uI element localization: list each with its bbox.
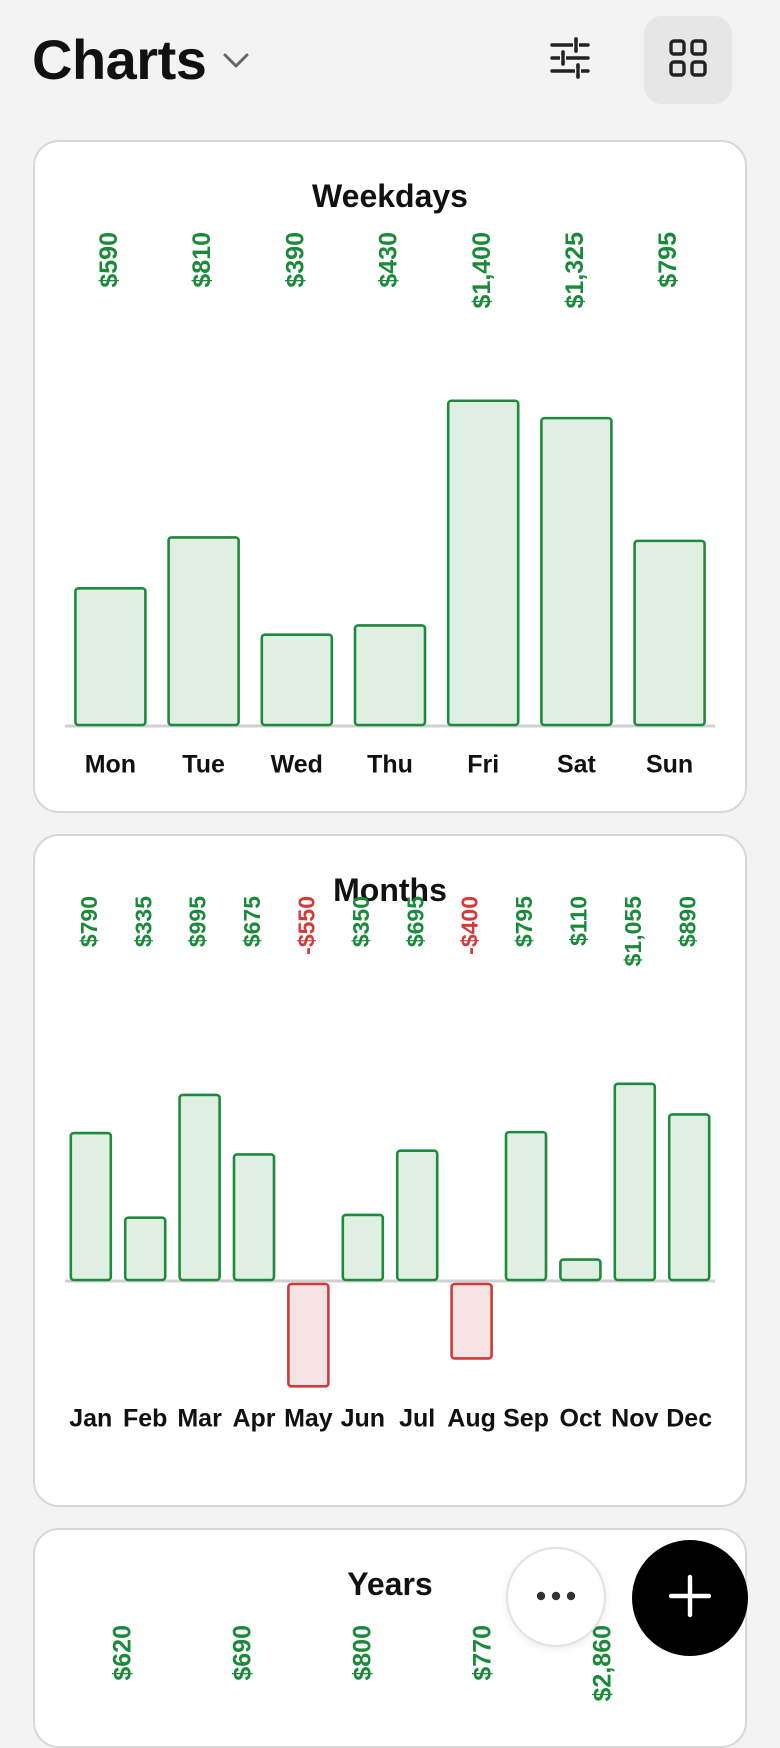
bar bbox=[633, 539, 706, 727]
bar bbox=[540, 416, 613, 727]
bar bbox=[123, 1216, 167, 1282]
filter-button[interactable] bbox=[526, 16, 614, 104]
grid-icon bbox=[668, 38, 708, 83]
category-label: May bbox=[284, 1405, 333, 1433]
category-label: Wed bbox=[271, 751, 323, 779]
category-label: Aug bbox=[447, 1405, 496, 1433]
bar bbox=[450, 1282, 493, 1360]
chart-set-selector[interactable]: Charts bbox=[32, 26, 250, 94]
years-bar-chart: $620 $690 $800 $770 $2,860 bbox=[109, 1625, 617, 1701]
data-label: $695 bbox=[402, 896, 428, 947]
data-label: $1,055 bbox=[620, 896, 646, 967]
more-horizontal-icon bbox=[536, 1588, 576, 1606]
category-label: Mon bbox=[85, 751, 136, 779]
category-label: Oct bbox=[560, 1405, 602, 1433]
data-label: $770 bbox=[469, 1625, 497, 1681]
bar bbox=[341, 1213, 385, 1282]
data-label: $690 bbox=[229, 1625, 257, 1681]
bar bbox=[74, 587, 147, 727]
data-label: $590 bbox=[95, 232, 123, 288]
bar bbox=[667, 1113, 711, 1282]
chart-title: Weekdays bbox=[312, 178, 468, 214]
weekdays-chart-card[interactable]: Weekdays $590 Mon $810 Tue $390 Wed $430 Thu $1,… bbox=[33, 140, 747, 813]
data-label: $675 bbox=[239, 896, 265, 947]
bar bbox=[395, 1149, 439, 1282]
data-label: $795 bbox=[511, 896, 537, 947]
bar bbox=[504, 1130, 548, 1282]
bar bbox=[167, 536, 240, 727]
bar bbox=[559, 1258, 602, 1282]
category-label: Tue bbox=[182, 751, 225, 779]
plus-icon bbox=[668, 1574, 712, 1623]
data-label: $1,400 bbox=[468, 232, 496, 308]
category-label: Feb bbox=[123, 1405, 167, 1433]
months-bar-chart: $790 Jan $335 Feb $995 Mar $675 Apr -$550 May $350… bbox=[65, 896, 715, 1433]
weekdays-bar-chart: $590 Mon $810 Tue $390 Wed $430 Thu $1,400 Fri $1,… bbox=[65, 232, 715, 779]
bar bbox=[353, 624, 427, 727]
data-label: $790 bbox=[76, 896, 102, 947]
bar bbox=[260, 633, 334, 727]
category-label: Sat bbox=[557, 751, 597, 779]
add-chart-button[interactable] bbox=[632, 1540, 748, 1656]
category-label: Jun bbox=[341, 1405, 385, 1433]
data-label: $1,325 bbox=[561, 232, 589, 309]
bar bbox=[613, 1082, 657, 1282]
data-label: -$400 bbox=[457, 896, 483, 955]
page-title: Charts bbox=[32, 28, 207, 91]
data-label: $2,860 bbox=[589, 1625, 617, 1701]
data-label: -$550 bbox=[293, 896, 319, 955]
chevron-down-icon bbox=[222, 52, 250, 75]
category-label: Apr bbox=[232, 1405, 275, 1433]
data-label: $110 bbox=[565, 896, 591, 946]
years-chart-card[interactable]: Years $620 $690 $800 $770 $2,860 bbox=[33, 1528, 747, 1748]
layout-toggle-button[interactable] bbox=[644, 16, 732, 104]
data-label: $890 bbox=[674, 896, 700, 947]
category-label: Jan bbox=[69, 1405, 112, 1433]
bar bbox=[446, 399, 520, 727]
more-options-button[interactable] bbox=[506, 1547, 606, 1647]
data-label: $335 bbox=[130, 896, 156, 947]
sliders-icon bbox=[549, 36, 591, 84]
data-label: $995 bbox=[185, 896, 211, 947]
category-label: Dec bbox=[666, 1405, 712, 1433]
bar bbox=[69, 1131, 113, 1282]
bar bbox=[287, 1282, 330, 1388]
chart-title: Years bbox=[347, 1566, 433, 1602]
months-chart-card[interactable]: Months $790 Jan $335 Feb $995 Mar $675 Apr -$550… bbox=[33, 834, 747, 1507]
category-label: Sun bbox=[646, 751, 693, 779]
header: Charts bbox=[0, 0, 780, 120]
data-label: $620 bbox=[109, 1625, 137, 1681]
category-label: Sep bbox=[503, 1405, 549, 1433]
category-label: Jul bbox=[399, 1405, 435, 1433]
category-label: Nov bbox=[611, 1405, 658, 1433]
chart-title: Months bbox=[333, 872, 447, 908]
bar bbox=[232, 1153, 276, 1282]
category-label: Fri bbox=[467, 751, 499, 779]
data-label: $795 bbox=[654, 232, 682, 288]
category-label: Thu bbox=[367, 751, 413, 779]
data-label: $430 bbox=[375, 232, 403, 288]
data-label: $350 bbox=[348, 896, 374, 947]
bar bbox=[178, 1093, 221, 1282]
data-label: $800 bbox=[349, 1625, 377, 1681]
data-label: $810 bbox=[188, 232, 216, 288]
data-label: $390 bbox=[281, 232, 309, 288]
category-label: Mar bbox=[177, 1405, 222, 1433]
